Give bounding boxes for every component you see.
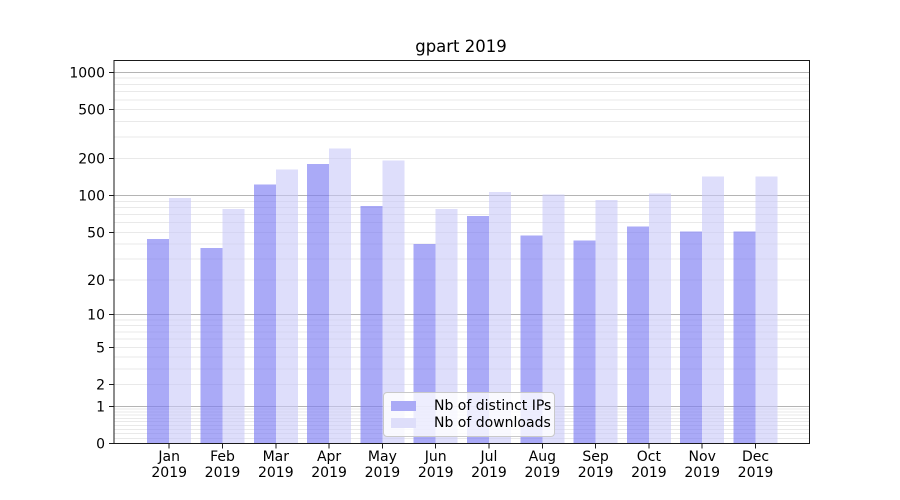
legend-swatch-distinct-ips [391,400,416,411]
x-tick-label-jul: Jul 2019 [471,449,507,481]
legend-label-downloads: Nb of downloads [434,415,551,432]
bar-ips-jan [147,239,170,444]
bar-ips-mar [253,184,276,444]
x-tick-label-mar: Mar 2019 [258,449,294,481]
x-tick-label-may: May 2019 [365,449,401,481]
y-tick-label-2: 2 [96,378,105,394]
bar-ips-oct [626,226,649,444]
x-tick-label-jun: Jun 2019 [418,449,454,481]
y-tick-label-1000: 1000 [69,65,105,81]
bar-downloads-aug [542,194,565,444]
x-tick-label-dec: Dec 2019 [738,449,774,481]
x-tick-label-sep: Sep 2019 [578,449,614,481]
bar-downloads-nov [702,176,725,444]
y-tick-label-1: 1 [96,399,105,415]
y-tick-label-100: 100 [78,189,105,205]
bar-ips-sep [573,240,596,444]
bar-downloads-jul [489,192,511,444]
legend-entry-downloads: Nb of downloads [391,415,551,433]
bar-downloads-oct [648,193,671,444]
x-tick-label-feb: Feb 2019 [205,449,241,481]
bar-ips-apr [307,164,330,444]
bar-ips-nov [680,231,703,444]
bar-downloads-jun [435,208,458,444]
bar-ips-aug [520,235,543,444]
legend: Nb of distinct IPs Nb of downloads [383,392,555,437]
x-tick-label-nov: Nov 2019 [684,449,720,481]
bar-downloads-dec [755,176,778,444]
axis-tick-labels: 0 1 2 5 10 20 50 100 200 500 1000 Jan 2019 Feb 2019 Mar… [69,65,773,481]
bar-downloads-apr [329,148,352,444]
y-tick-label-50: 50 [87,225,105,241]
bar-ips-may [360,206,383,444]
y-tick-label-5: 5 [96,340,105,356]
y-tick-label-200: 200 [78,152,105,168]
axes [109,60,810,449]
legend-label-distinct-ips: Nb of distinct IPs [434,397,552,414]
bar-ips-jul [467,216,489,444]
bar-downloads-sep [595,200,618,444]
chart-title: gpart 2019 [415,37,507,56]
bar-downloads-feb [222,208,245,444]
bar-downloads-may [382,160,405,444]
legend-swatch-downloads [391,418,416,429]
x-tick-label-aug: Aug 2019 [524,449,560,481]
legend-entry-distinct-ips: Nb of distinct IPs [391,397,551,415]
bar-ips-feb [200,248,223,444]
x-tick-label-oct: Oct 2019 [631,449,667,481]
bar-ips-dec [733,231,756,444]
y-tick-label-20: 20 [87,273,105,289]
x-tick-label-jan: Jan 2019 [151,449,187,481]
x-tick-label-apr: Apr 2019 [311,449,347,481]
y-tick-label-10: 10 [87,308,105,324]
y-tick-label-0: 0 [96,437,105,453]
y-tick-label-500: 500 [78,103,105,119]
plot-border [113,60,810,444]
bar-downloads-jan [169,197,192,444]
bar-downloads-mar [275,169,298,444]
